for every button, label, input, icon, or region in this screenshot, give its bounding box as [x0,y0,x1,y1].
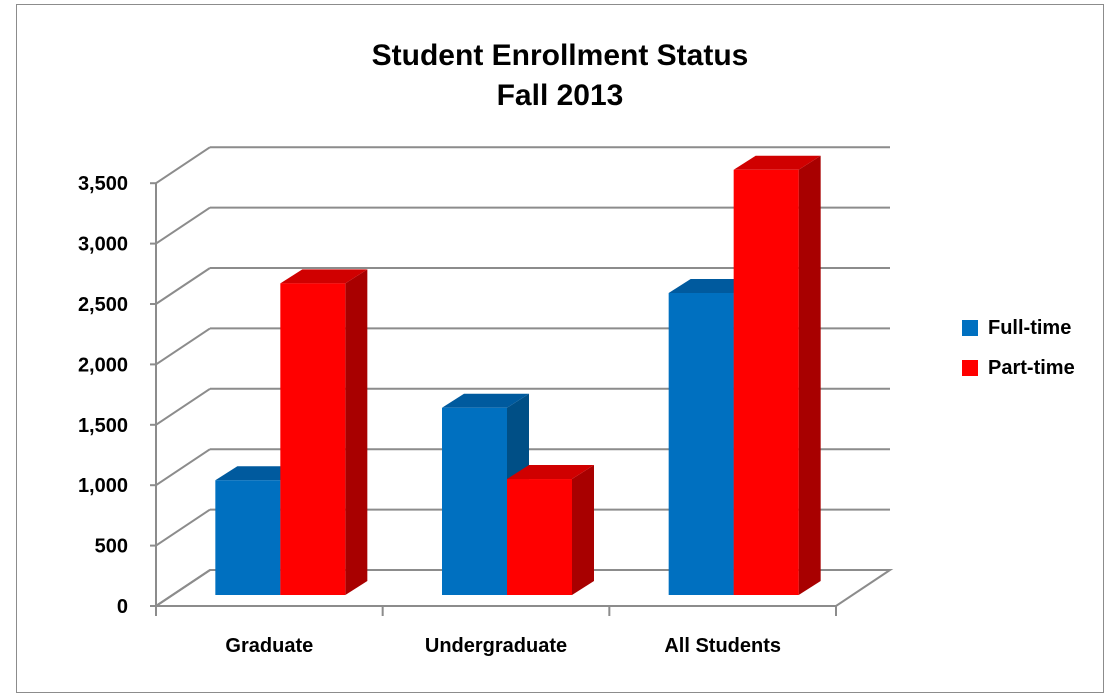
bar-top [442,393,529,408]
bar-front [442,407,507,595]
bar-top [280,269,368,284]
gridline-wall [155,206,211,245]
bar-part-time [507,465,594,595]
x-tick-label: All Students [664,635,781,657]
chart-title: Student Enrollment Status [371,39,749,72]
chart-title-block: Student Enrollment Status Fall 2013 [16,36,1104,116]
gridline-wall [155,267,211,305]
bar-part-time [280,269,368,595]
y-tick-label: 0 [117,596,128,618]
bar-front [507,479,572,595]
gridline-wall [155,327,211,366]
gridline-wall [155,448,211,487]
x-tick-label: Undergraduate [425,635,567,657]
chart-legend: Full-time Part-time [962,316,1075,398]
bar-part-time [733,155,821,595]
gridline-wall [155,569,211,607]
gridline-wall [155,508,211,547]
gridline-wall [155,146,211,185]
x-tick-label: Graduate [225,635,313,657]
y-tick-label: 2,500 [78,294,128,316]
bar-top [733,155,821,170]
legend-item-part-time: Part-time [962,356,1075,379]
bar-side [572,465,594,595]
bar-front [668,293,734,595]
bar-front [280,283,346,595]
y-tick-label: 1,000 [78,475,128,497]
bar-side [798,155,821,595]
y-tick-label: 3,000 [78,234,128,256]
y-tick-label: 3,500 [78,173,128,195]
legend-label-part-time: Part-time [988,356,1075,379]
chart-bars [215,155,821,595]
bar-front [215,480,281,595]
y-tick-label: 500 [95,536,128,558]
bar-front [733,169,799,595]
bar-top [507,465,594,480]
y-tick-label: 1,500 [78,415,128,437]
legend-label-full-time: Full-time [988,316,1072,339]
gridline-wall [155,387,211,426]
chart-subtitle: Fall 2013 [496,79,624,112]
legend-item-full-time: Full-time [962,316,1075,339]
bar-side [345,269,368,595]
legend-swatch-full-time [962,320,978,336]
legend-swatch-part-time [962,360,978,376]
y-tick-label: 2,000 [78,354,128,376]
